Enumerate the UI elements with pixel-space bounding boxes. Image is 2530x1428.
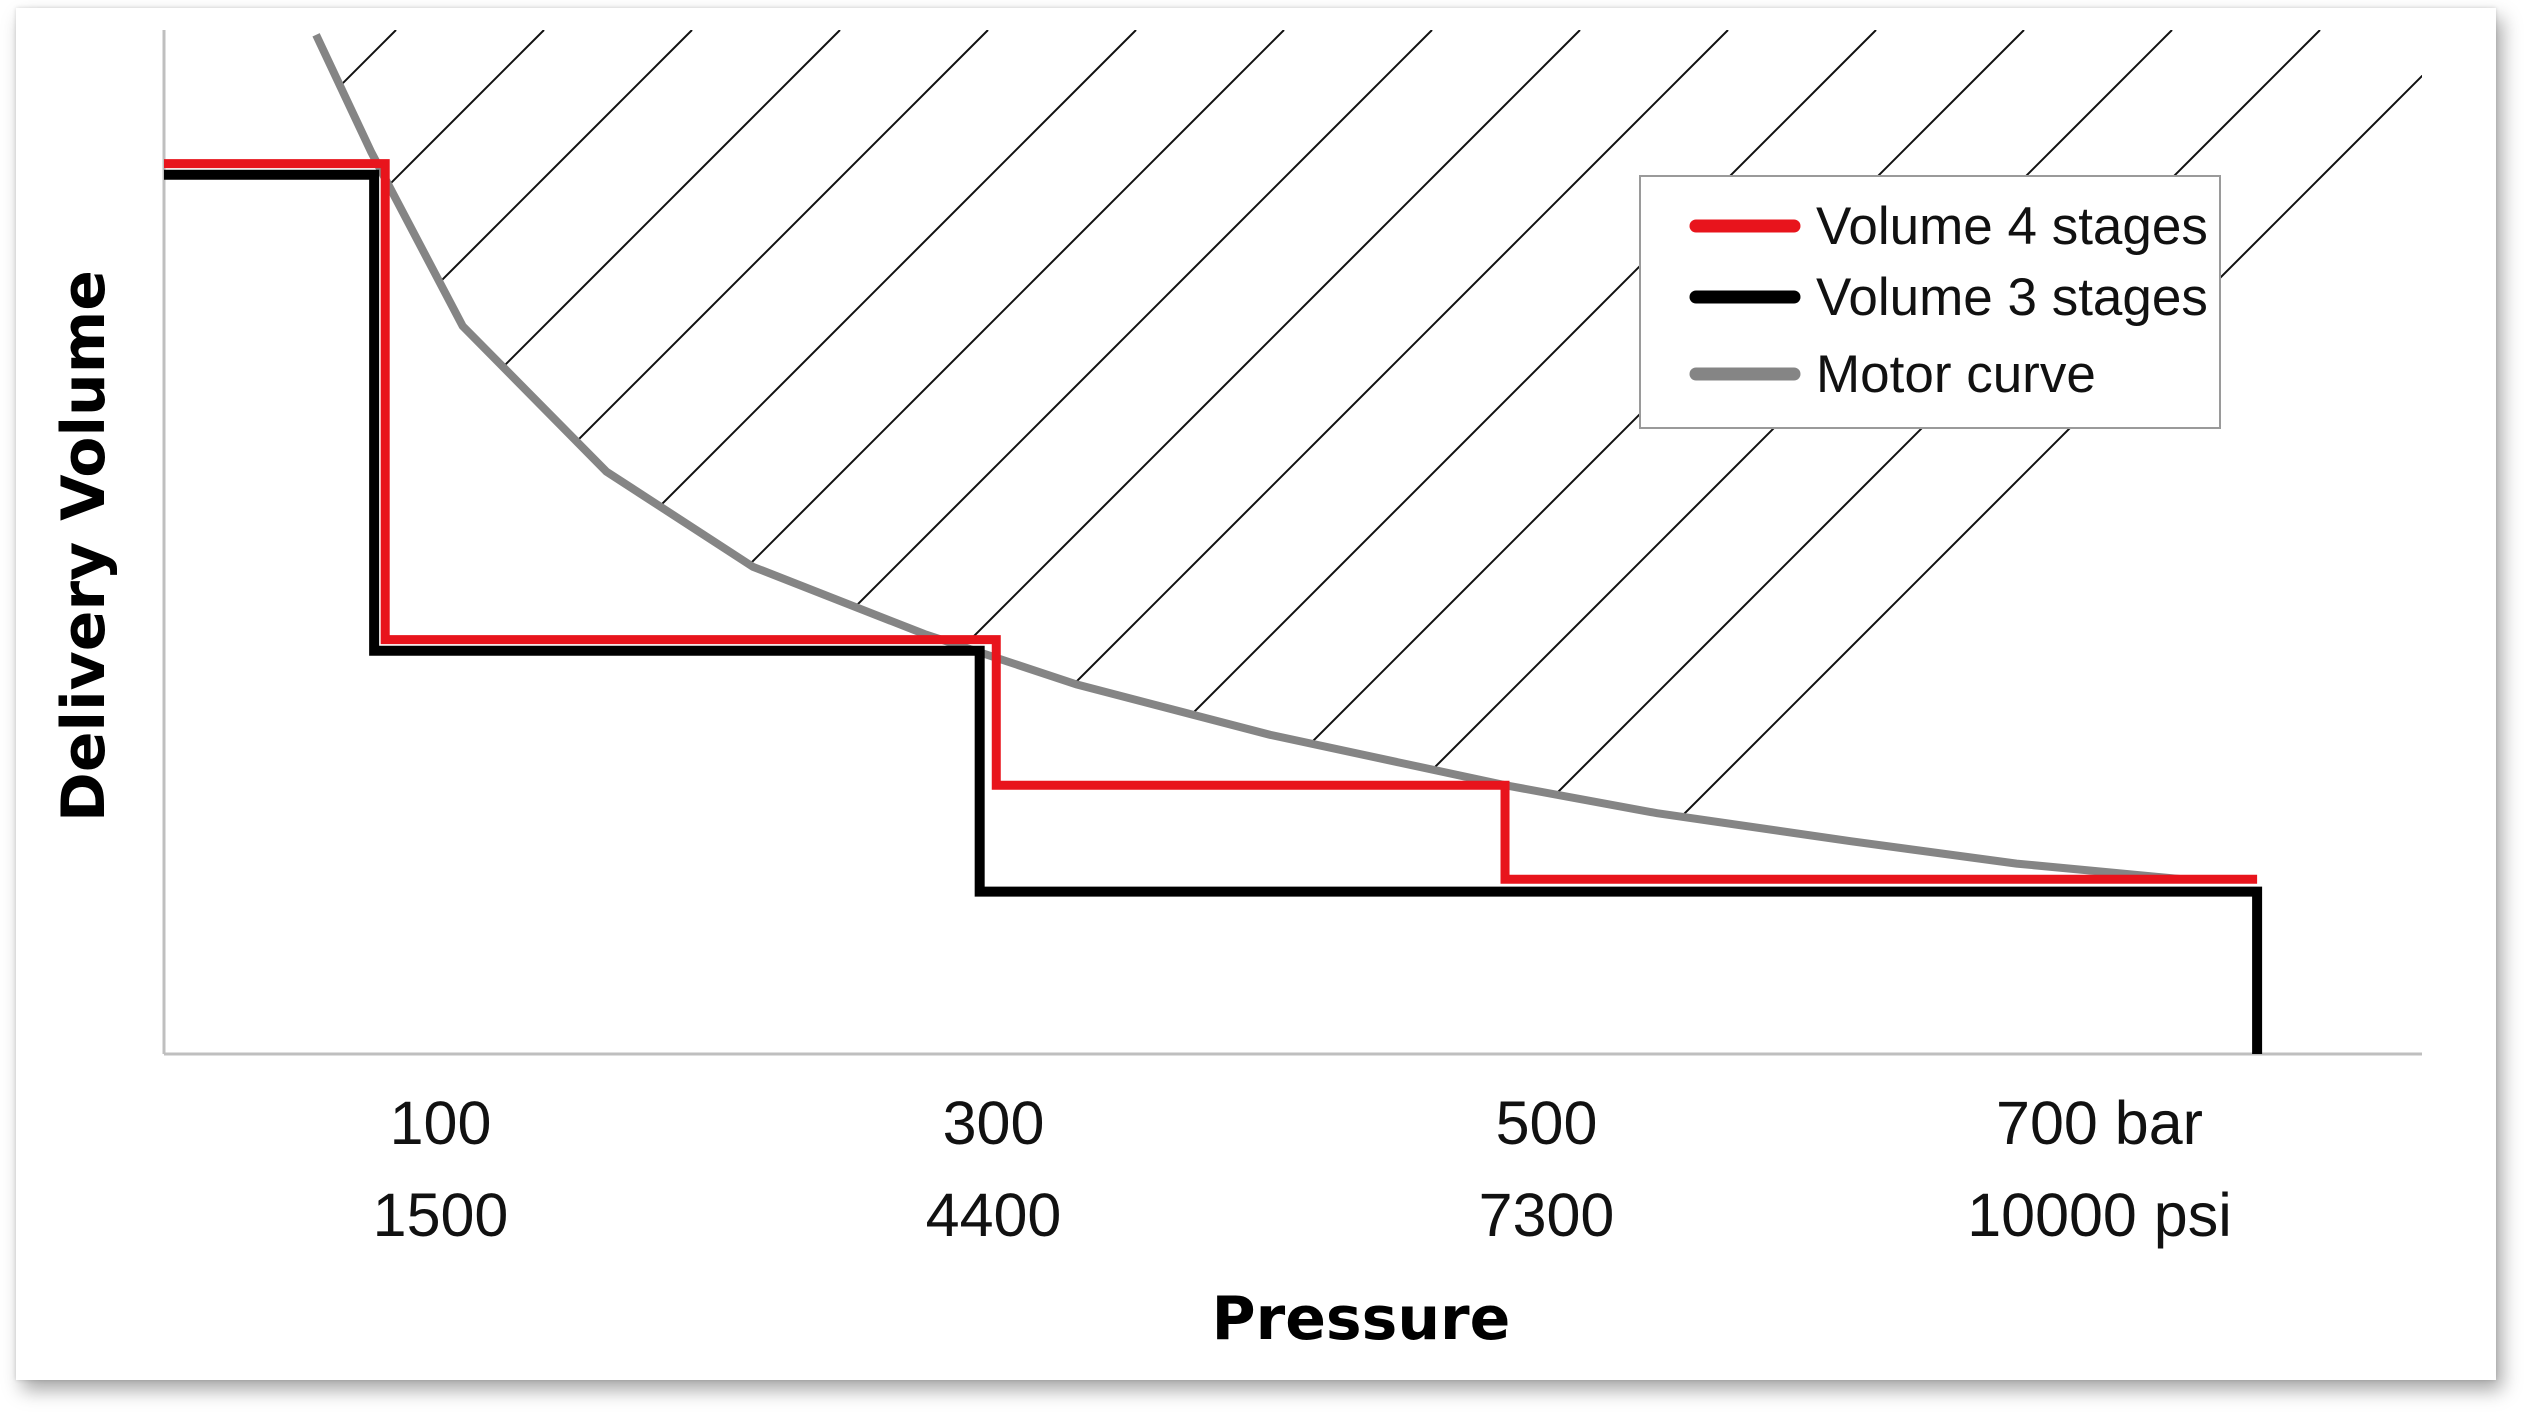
x-tick-labels: 100 1500 300 4400 500 7300 700 bar 10000 psi [373, 1089, 2232, 1249]
hatch-line [316, 30, 1285, 880]
y-axis-title: Delivery Volume [49, 270, 119, 822]
hatch-line [1327, 30, 2423, 880]
legend-label: Volume 4 stages [1816, 197, 2208, 256]
series-volume-3-stages-line [164, 169, 2263, 1054]
x-tick-label-primary: 300 [943, 1089, 1045, 1157]
hatch-line [316, 30, 1137, 880]
x-axis-title: Pressure [1212, 1284, 1511, 1354]
hatch-line [316, 30, 1433, 880]
hatch-line [316, 30, 841, 880]
series-volume-4-stages-line [164, 159, 2258, 884]
x-tick-label-secondary: 4400 [926, 1181, 1062, 1249]
legend-label: Motor curve [1816, 345, 2096, 404]
x-tick-label-primary: 700 bar [1996, 1089, 2203, 1157]
legend: Volume 4 stages Volume 3 stages Motor curv… [1639, 175, 2221, 429]
x-tick-label-primary: 500 [1496, 1089, 1598, 1157]
chart-svg: 100 1500 300 4400 500 7300 700 bar 10000 psi Pr… [49, 30, 2423, 1354]
series-motor-curve-line [312, 33, 2183, 884]
legend-label: Volume 3 stages [1816, 268, 2208, 327]
chart-card: 100 1500 300 4400 500 7300 700 bar 10000 psi Pr… [16, 8, 2496, 1380]
hatch-line [439, 30, 1581, 880]
x-tick-label-primary: 100 [390, 1089, 492, 1157]
series-layer [164, 33, 2263, 1054]
x-tick-label-secondary: 1500 [373, 1181, 509, 1249]
hatch-line [587, 30, 1729, 880]
hatch-line [316, 30, 693, 880]
x-tick-label-secondary: 10000 psi [1967, 1181, 2232, 1249]
x-tick-label-secondary: 7300 [1479, 1181, 1615, 1249]
